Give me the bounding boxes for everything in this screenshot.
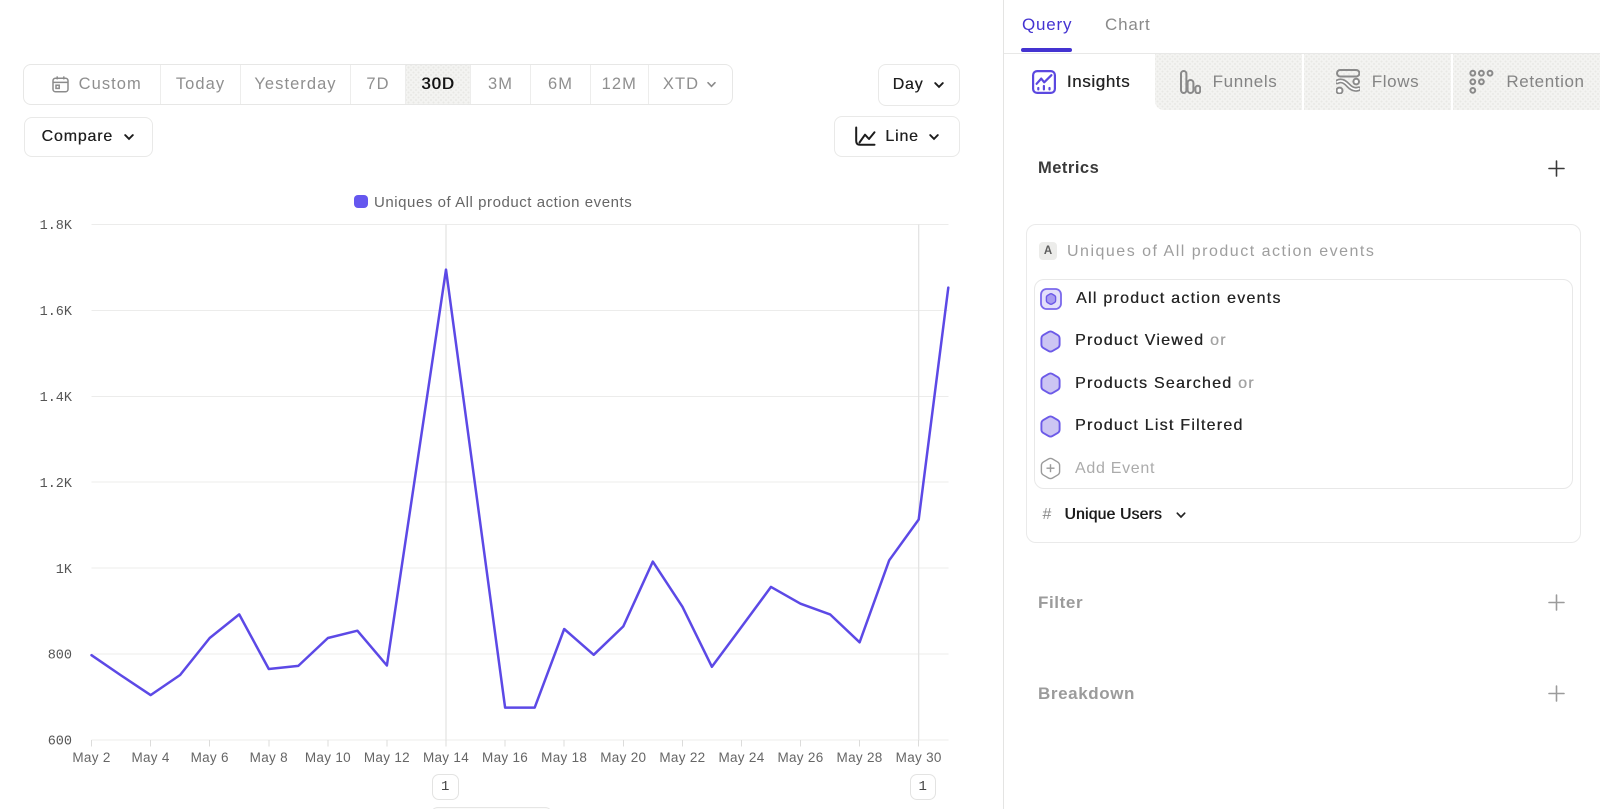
svg-text:May 6: May 6 (191, 750, 229, 765)
svg-text:May 26: May 26 (777, 750, 823, 765)
svg-text:May 24: May 24 (718, 750, 764, 765)
svg-text:May 2: May 2 (72, 750, 110, 765)
svg-text:May 12: May 12 (364, 750, 410, 765)
svg-text:May 8: May 8 (250, 750, 288, 765)
svg-text:May 18: May 18 (541, 750, 587, 765)
svg-text:May 28: May 28 (837, 750, 883, 765)
svg-text:May 14: May 14 (423, 750, 469, 765)
svg-text:May 16: May 16 (482, 750, 528, 765)
svg-text:1K: 1K (56, 563, 73, 578)
svg-text:600: 600 (48, 735, 72, 750)
svg-text:1.4K: 1.4K (40, 391, 73, 406)
svg-text:1.6K: 1.6K (40, 305, 73, 320)
svg-text:1.2K: 1.2K (40, 477, 73, 492)
svg-text:1.8K: 1.8K (40, 219, 73, 234)
svg-text:May 30: May 30 (896, 750, 942, 765)
svg-text:May 10: May 10 (305, 750, 351, 765)
svg-text:800: 800 (48, 649, 72, 664)
svg-text:May 22: May 22 (659, 750, 705, 765)
svg-text:May 20: May 20 (600, 750, 646, 765)
svg-text:May 4: May 4 (131, 750, 169, 765)
